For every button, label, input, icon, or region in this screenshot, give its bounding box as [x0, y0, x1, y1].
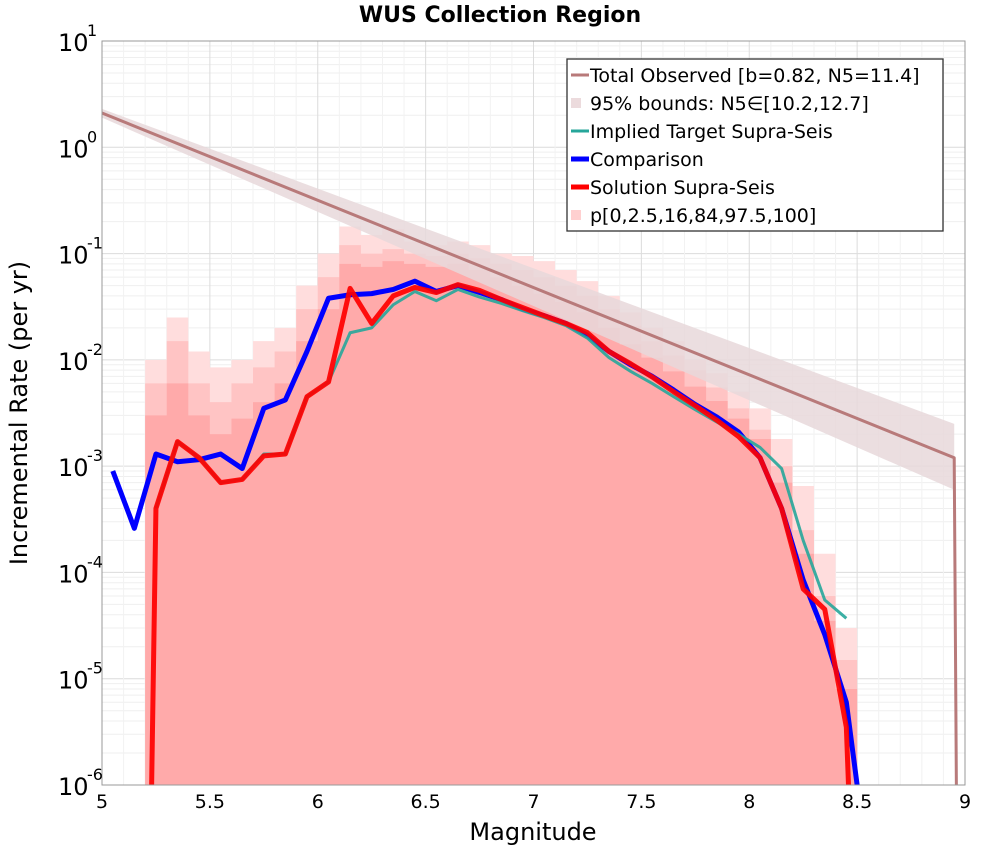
x-tick-label: 7.5 — [626, 791, 656, 813]
legend-swatch — [571, 98, 581, 108]
bounds-fill — [102, 108, 955, 490]
legend: Total Observed [b=0.82, N5=11.4] 95% boun… — [566, 58, 944, 232]
y-tick-exponent: -5 — [87, 659, 103, 678]
y-tick-label: 10 — [58, 560, 89, 588]
y-tick-exponent: -2 — [87, 340, 103, 359]
legend-label: Solution Supra-Seis — [590, 177, 775, 199]
y-tick-exponent: -3 — [87, 446, 103, 465]
x-tick-label: 9 — [959, 791, 971, 813]
percentile-bands — [145, 226, 858, 785]
legend-label: 95% bounds: N5∈[10.2,12.7] — [590, 93, 869, 115]
x-tick-label: 6 — [312, 791, 324, 813]
x-tick-label: 8 — [743, 791, 755, 813]
x-tick-label: 7 — [527, 791, 539, 813]
y-tick-label: 10 — [58, 773, 89, 801]
x-tick-label: 6.5 — [411, 791, 441, 813]
plot-frame — [101, 40, 966, 786]
y-tick-label: 10 — [58, 454, 89, 482]
x-tick-label: 5.5 — [195, 791, 225, 813]
y-tick-exponent: -6 — [87, 765, 103, 784]
x-tick-label: 5 — [96, 791, 108, 813]
y-tick-label: 10 — [58, 29, 89, 57]
legend-swatch — [571, 210, 581, 220]
observed-bounds — [102, 108, 955, 490]
legend-label: Comparison — [590, 149, 704, 171]
x-axis-label: Magnitude — [469, 818, 596, 846]
x-tick-label: 8.5 — [842, 791, 872, 813]
legend-box — [566, 58, 944, 232]
total-observed-line — [102, 111, 958, 785]
y-tick-exponent: 0 — [87, 127, 97, 146]
y-tick-label: 10 — [58, 667, 89, 695]
legend-label: p[0,2.5,16,84,97.5,100] — [590, 205, 816, 227]
y-tick-exponent: -1 — [87, 234, 103, 253]
x-axis-ticks: 5 5.5 6 6.5 7 7.5 8 8.5 9 — [96, 791, 971, 813]
band-p16-p84 — [145, 261, 858, 785]
solution-line — [149, 282, 851, 785]
legend-label: Implied Target Supra-Seis — [590, 121, 833, 143]
chart-title: WUS Collection Region — [359, 3, 641, 28]
legend-label: Total Observed [b=0.82, N5=11.4] — [589, 65, 920, 87]
y-tick-label: 10 — [58, 242, 89, 270]
y-tick-exponent: -4 — [87, 552, 103, 571]
y-tick-label: 10 — [58, 348, 89, 376]
y-tick-exponent: 1 — [87, 21, 97, 40]
y-tick-label: 10 — [58, 135, 89, 163]
y-axis-label: Incremental Rate (per yr) — [5, 261, 33, 565]
series-lines — [102, 111, 958, 785]
